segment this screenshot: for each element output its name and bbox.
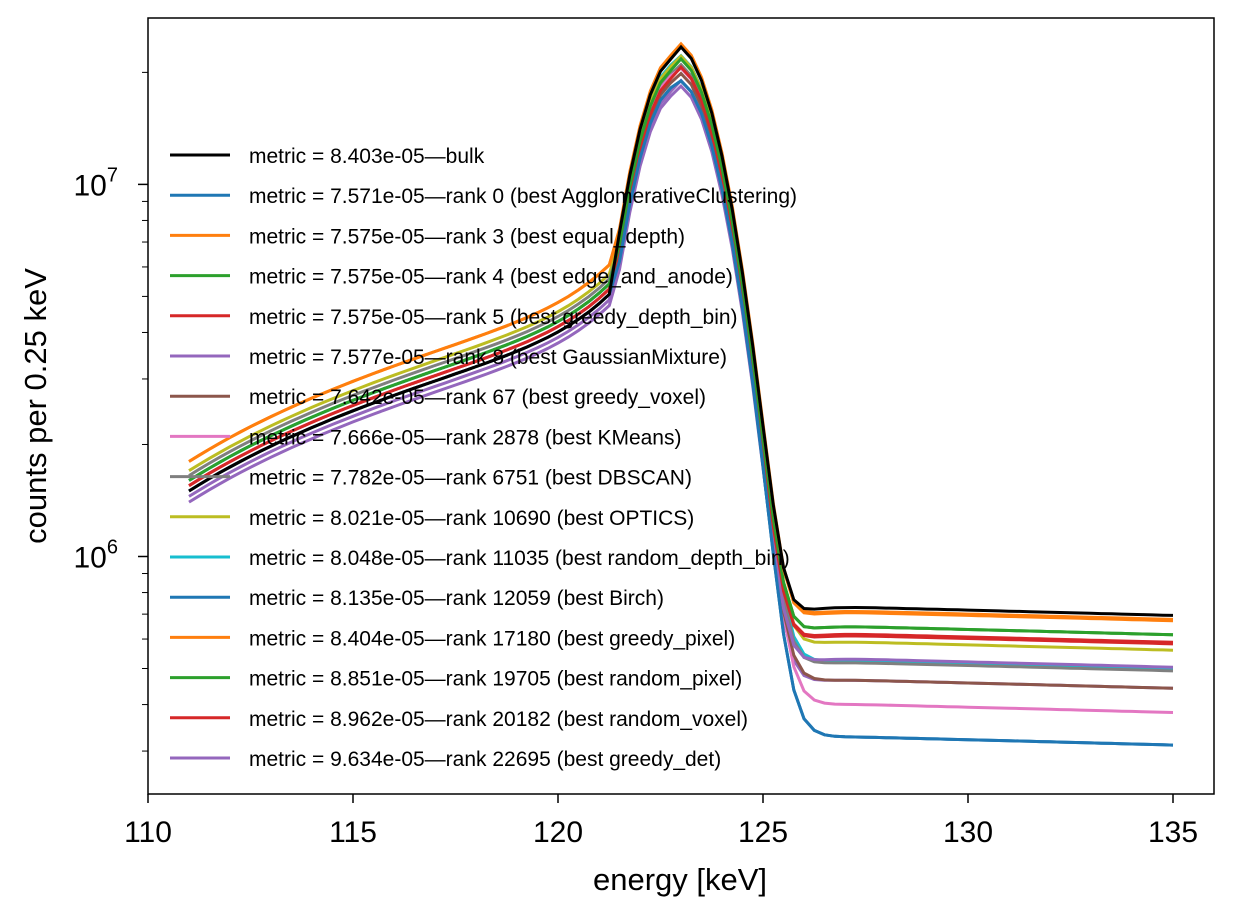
legend-entry-label: metric = 8.048e-05—rank 11035 (best rand… bbox=[249, 547, 790, 570]
legend-entry-label: metric = 7.575e-05—rank 3 (best equal_de… bbox=[249, 225, 685, 248]
x-tick-label: 135 bbox=[1148, 816, 1198, 849]
series-line-metric-8-021e-05-rank-10690-best-optics bbox=[188, 54, 1174, 652]
legend-entry-label: metric = 7.782e-05—rank 6751 (best DBSCA… bbox=[249, 467, 692, 490]
series-line-metric-8-403e-05-bulk bbox=[188, 44, 1174, 617]
x-tick-label: 120 bbox=[533, 816, 583, 849]
y-axis-label: counts per 0.25 keV bbox=[18, 268, 53, 544]
x-tick-label: 130 bbox=[943, 816, 993, 849]
legend-entry-label: metric = 7.577e-05—rank 8 (best Gaussian… bbox=[249, 346, 727, 369]
legend-entry-label: metric = 8.403e-05—bulk bbox=[249, 145, 485, 168]
legend-entry-label: metric = 7.575e-05—rank 4 (best edge_and… bbox=[249, 266, 733, 289]
series-line-metric-7-575e-05-rank-4-best-edge-and-an bbox=[188, 56, 1174, 637]
plot-frame bbox=[147, 17, 1215, 795]
legend-entry-label: metric = 9.634e-05—rank 22695 (best gree… bbox=[249, 748, 721, 771]
axis-ticks: 110 115 120 125 130 135 106 107 bbox=[74, 71, 1198, 849]
x-tick-label: 125 bbox=[738, 816, 788, 849]
legend-entry-label: metric = 7.666e-05—rank 2878 (best KMean… bbox=[249, 426, 681, 449]
legend-entry-label: metric = 8.135e-05—rank 12059 (best Birc… bbox=[249, 587, 664, 610]
legend-entry-label: metric = 8.404e-05—rank 17180 (best gree… bbox=[249, 627, 735, 650]
series-line-metric-7-575e-05-rank-5-best-greedy-dept bbox=[188, 64, 1174, 646]
y-tick-label: 106 bbox=[74, 536, 119, 574]
x-tick-label: 110 bbox=[124, 816, 172, 849]
legend-entry-label: metric = 8.962e-05—rank 20182 (best rand… bbox=[249, 708, 748, 731]
x-tick-label: 115 bbox=[329, 816, 377, 849]
legend-entry-label: metric = 8.021e-05—rank 10690 (best OPTI… bbox=[249, 507, 694, 530]
legend-entry-label: metric = 7.575e-05—rank 5 (best greedy_d… bbox=[249, 306, 738, 329]
y-tick-label: 107 bbox=[74, 164, 119, 202]
legend-entry-label: metric = 7.642e-05—rank 67 (best greedy_… bbox=[249, 386, 706, 409]
legend-entry-label: metric = 8.851e-05—rank 19705 (best rand… bbox=[249, 668, 742, 691]
legend-entry-label: metric = 7.571e-05—rank 0 (best Agglomer… bbox=[249, 185, 797, 208]
x-axis-label: energy [keV] bbox=[593, 862, 767, 897]
legend: metric = 8.403e-05—bulk metric = 7.571e-0… bbox=[170, 145, 797, 771]
series-line-metric-7-782e-05-rank-6751-best-dbscan bbox=[188, 62, 1174, 673]
plot-lines bbox=[188, 41, 1174, 747]
